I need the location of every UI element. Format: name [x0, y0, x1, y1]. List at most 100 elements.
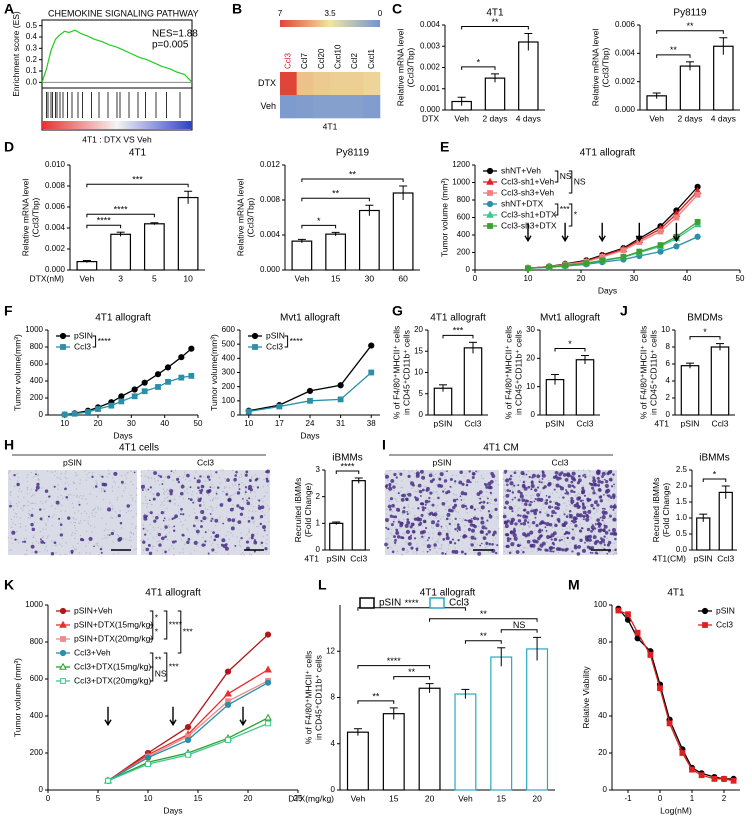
pore	[563, 502, 565, 505]
x-tick-label: Ccl3	[464, 418, 481, 428]
pore	[135, 487, 138, 490]
marker	[71, 410, 78, 417]
pore	[396, 500, 398, 503]
x-prefix-label: DTX(nM)	[30, 273, 65, 283]
y-tick-label: 200	[30, 393, 44, 402]
marker	[657, 248, 664, 255]
cell	[512, 484, 516, 487]
pore	[245, 497, 247, 499]
marker	[118, 393, 125, 400]
y-tick-label: 0.006	[615, 20, 636, 29]
pore	[54, 544, 57, 547]
pore	[455, 494, 457, 496]
pore	[135, 525, 137, 528]
cell	[173, 525, 176, 528]
cell	[541, 473, 546, 478]
pore	[42, 528, 44, 530]
cell	[530, 483, 535, 489]
marker	[264, 665, 272, 673]
cell	[47, 515, 50, 518]
significance-bracket	[568, 170, 573, 194]
cell	[599, 499, 603, 503]
pore	[503, 488, 506, 491]
pore	[216, 506, 218, 509]
pore	[401, 532, 404, 534]
cell	[547, 482, 551, 487]
pore	[582, 485, 585, 487]
cell	[200, 488, 204, 492]
cell	[485, 527, 488, 530]
y-tick-label: 200	[30, 748, 44, 757]
pore	[169, 473, 172, 476]
bar	[545, 378, 565, 416]
bar	[463, 347, 483, 416]
pore	[435, 490, 438, 493]
y-axis-label: in CD45⁺CD11b⁺ cells	[513, 330, 523, 415]
pore	[470, 540, 473, 543]
y-tick-label: 20	[526, 353, 535, 362]
cell	[91, 475, 94, 479]
cell	[421, 508, 425, 512]
pore	[94, 507, 97, 510]
pore	[244, 493, 247, 495]
pore	[415, 490, 418, 493]
pore	[411, 470, 413, 472]
cell	[437, 520, 440, 523]
cell	[399, 523, 403, 528]
pore	[130, 504, 132, 506]
pore	[572, 533, 574, 536]
pore	[173, 471, 175, 474]
significance-label: *	[713, 469, 717, 479]
cell	[527, 485, 531, 489]
pore	[195, 527, 198, 529]
cell	[387, 504, 392, 509]
pore	[45, 528, 47, 530]
image-label: pSIN	[433, 457, 452, 467]
pore	[31, 508, 34, 510]
cell	[199, 475, 202, 478]
pore	[474, 552, 476, 554]
chart-title: BMDMs	[687, 313, 723, 324]
x-tick-label: pSIN	[434, 418, 453, 428]
pore	[530, 495, 532, 497]
pore	[588, 469, 590, 471]
pore	[263, 478, 265, 481]
cell	[445, 536, 450, 541]
cell	[226, 478, 230, 482]
significance-label: NS	[513, 620, 526, 630]
marker	[546, 264, 553, 271]
cell	[509, 530, 513, 534]
x-tick-label: 2	[722, 794, 727, 803]
cell	[110, 531, 115, 536]
pore	[73, 482, 76, 485]
pore	[250, 554, 252, 556]
pore	[85, 530, 88, 533]
cell	[596, 503, 600, 507]
cell	[176, 477, 180, 481]
cell	[402, 510, 406, 514]
pore	[231, 484, 234, 486]
pore	[598, 551, 601, 553]
cell	[522, 550, 525, 554]
cell	[170, 470, 173, 472]
pore	[531, 550, 533, 552]
cell	[389, 514, 393, 518]
cell	[576, 481, 581, 485]
cell	[586, 515, 590, 519]
pore	[449, 517, 451, 520]
cell	[445, 517, 449, 521]
panel-label: F	[4, 303, 13, 319]
pore	[69, 521, 72, 524]
pore	[538, 545, 540, 548]
pore	[106, 537, 108, 539]
cell	[586, 535, 590, 539]
pore	[265, 543, 268, 545]
pore	[391, 510, 393, 513]
pore	[154, 480, 157, 482]
y-tick-label: 6	[666, 359, 671, 368]
heat-cell	[330, 95, 347, 119]
cell	[530, 488, 533, 491]
pore	[208, 494, 210, 496]
cell	[391, 550, 395, 554]
cell	[30, 522, 34, 527]
